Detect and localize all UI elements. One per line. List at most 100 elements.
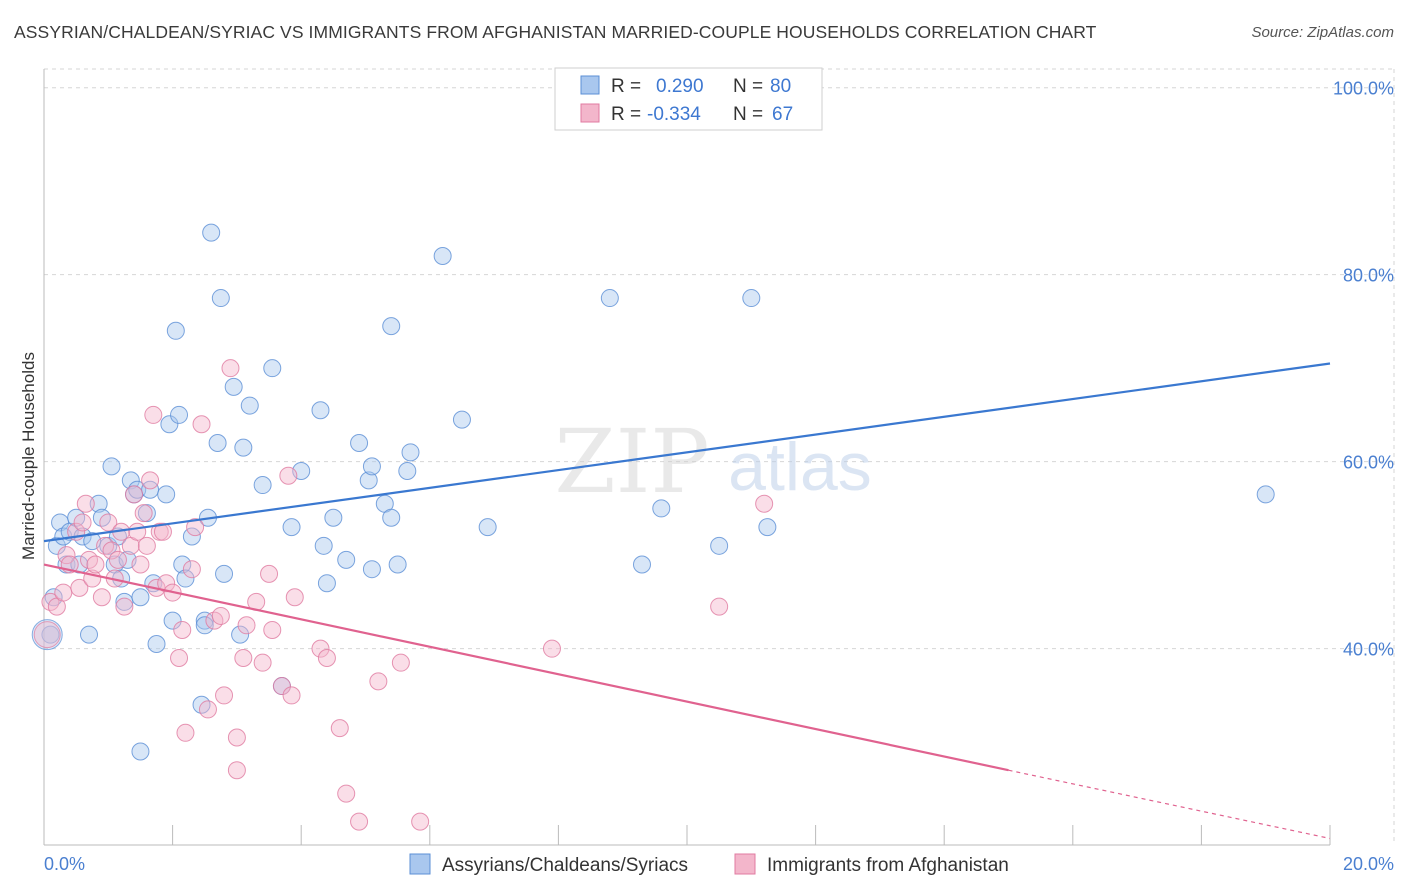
watermark-zip: ZIP xyxy=(554,410,709,513)
scatter-point xyxy=(76,494,95,513)
chart-source: Source: ZipAtlas.com xyxy=(1251,24,1394,41)
scatter-point xyxy=(47,536,66,555)
scatter-point xyxy=(411,812,430,831)
bottom-legend-label-1: Assyrians/Chaldeans/Syriacs xyxy=(442,855,688,876)
legend-r-label-2: R = xyxy=(611,104,641,125)
scatter-point xyxy=(632,555,651,574)
scatter-point xyxy=(166,321,185,340)
scatter-point xyxy=(337,550,356,569)
scatter-point xyxy=(57,546,76,565)
scatter-point xyxy=(311,639,330,658)
trend-lines xyxy=(43,362,1331,840)
legend-n-label-1: N = xyxy=(733,76,763,97)
scatter-point xyxy=(173,620,192,639)
scatter-point xyxy=(350,812,369,831)
scatter-point xyxy=(102,541,121,560)
chart-title: ASSYRIAN/CHALDEAN/SYRIAC VS IMMIGRANTS F… xyxy=(14,22,1097,42)
legend-r-value-1: 0.290 xyxy=(656,76,704,97)
legend-r-label-1: R = xyxy=(611,76,641,97)
scatter-point xyxy=(237,616,256,635)
scatter-point xyxy=(176,723,195,742)
scatter-point xyxy=(215,686,234,705)
scatter-point xyxy=(86,555,105,574)
scatter-point xyxy=(272,677,291,696)
scatter-point xyxy=(240,396,259,415)
scatter-point xyxy=(182,527,201,546)
watermark-atlas: atlas xyxy=(728,429,872,505)
scatter-point xyxy=(102,457,121,476)
scatter-point xyxy=(147,634,166,653)
series-legend: Assyrians/Chaldeans/Syriacs Immigrants f… xyxy=(409,853,1009,876)
scatter-point xyxy=(108,550,127,569)
bottom-legend-swatch-pink xyxy=(734,853,756,875)
scatter-point xyxy=(170,405,189,424)
scatter-point xyxy=(742,289,761,308)
scatter-point xyxy=(173,555,192,574)
scatter-point xyxy=(182,560,201,579)
scatter-point xyxy=(282,518,301,537)
scatter-point xyxy=(382,508,401,527)
scatter-point xyxy=(131,742,150,761)
scatter-point xyxy=(317,649,336,668)
scatter-point xyxy=(99,513,118,532)
scatter-point xyxy=(160,415,179,434)
scatter-point xyxy=(317,574,336,593)
scatter-point xyxy=(1256,485,1275,504)
scatter-point xyxy=(137,536,156,555)
trend-line xyxy=(43,362,1331,543)
scatter-point xyxy=(80,550,99,569)
scatter-point xyxy=(227,728,246,747)
scatter-point xyxy=(92,508,111,527)
scatter-point xyxy=(215,564,234,583)
scatter-point xyxy=(260,564,279,583)
scatter-point xyxy=(279,466,298,485)
legend-swatch-blue xyxy=(580,75,600,95)
scatter-point xyxy=(330,719,349,738)
legend-n-value-1: 80 xyxy=(770,76,791,97)
scatter-point xyxy=(33,621,61,649)
scatter-point xyxy=(253,653,272,672)
scatter-point xyxy=(710,536,729,555)
watermark: ZIP atlas xyxy=(554,410,871,513)
trend-line xyxy=(43,563,1009,772)
scatter-point xyxy=(388,555,407,574)
scatter-point xyxy=(125,485,144,504)
scatter-point xyxy=(359,471,378,490)
scatter-point xyxy=(41,592,60,611)
scatter-point xyxy=(369,672,388,691)
trend-line-extension xyxy=(1008,769,1331,840)
y-axis-title: Married-couple Households xyxy=(19,352,38,560)
scatter-point xyxy=(153,522,172,541)
scatter-point xyxy=(115,597,134,616)
scatter-point xyxy=(600,289,619,308)
scatter-point xyxy=(73,513,92,532)
bottom-legend-label-2: Immigrants from Afghanistan xyxy=(767,855,1009,876)
axes xyxy=(43,69,1331,846)
scatter-point xyxy=(221,359,240,378)
scatter-point xyxy=(253,476,272,495)
scatter-point xyxy=(324,508,343,527)
scatter-point xyxy=(311,401,330,420)
scatter-point xyxy=(96,536,115,555)
bottom-legend-swatch-blue xyxy=(409,853,431,875)
scatter-point xyxy=(391,653,410,672)
scatter-point xyxy=(758,518,777,537)
scatter-point xyxy=(80,625,99,644)
scatter-point xyxy=(176,569,195,588)
y-tick-label: 80.0% xyxy=(1343,266,1394,286)
scatter-point xyxy=(70,578,89,597)
scatter-point xyxy=(202,223,221,242)
scatter-point xyxy=(186,518,205,537)
scatter-point xyxy=(131,555,150,574)
scatter-point xyxy=(478,518,497,537)
scatter-point xyxy=(157,485,176,504)
stats-legend: R = 0.290 N = 80 R = -0.334 N = 67 xyxy=(554,67,823,131)
scatter-point xyxy=(198,700,217,719)
scatter-point xyxy=(433,246,452,265)
scatter-point xyxy=(192,695,211,714)
series-assyrians xyxy=(31,223,1275,761)
y-tick-label: 60.0% xyxy=(1343,453,1394,473)
scatter-point xyxy=(652,499,671,518)
scatter-point xyxy=(263,359,282,378)
